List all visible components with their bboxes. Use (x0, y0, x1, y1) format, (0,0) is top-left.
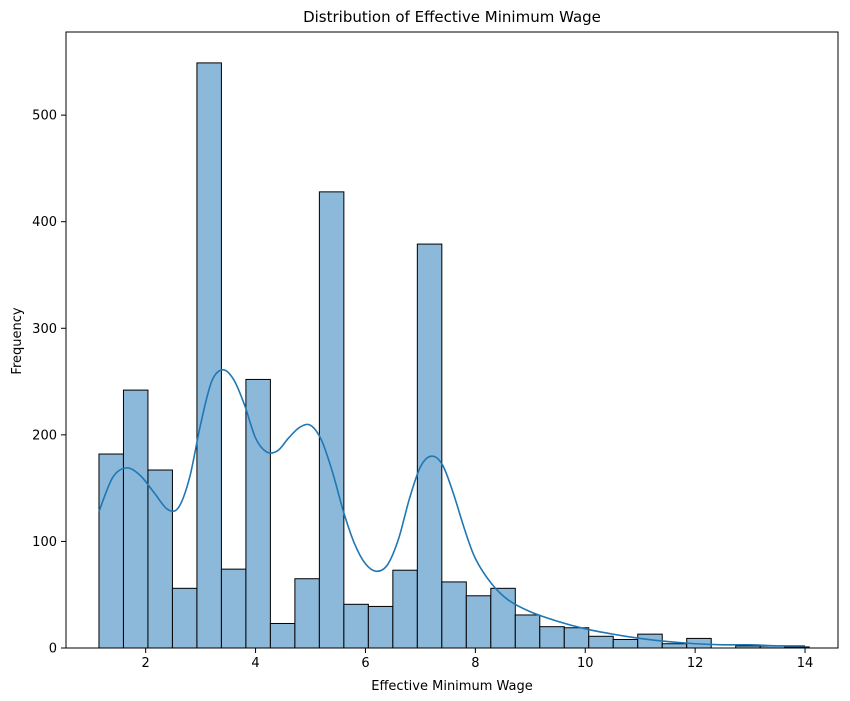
y-tick-label: 500 (32, 109, 57, 124)
histogram-bar (514, 614, 541, 649)
x-tick-label: 8 (471, 656, 479, 671)
x-tick-label: 2 (142, 656, 150, 671)
histogram-bar (147, 469, 173, 649)
histogram-bar (269, 622, 296, 649)
histogram-bar (490, 587, 516, 649)
x-tick-label: 12 (687, 656, 704, 671)
x-tick-label: 4 (251, 656, 259, 671)
y-axis-label: Frequency (10, 307, 25, 374)
kde-curve (98, 369, 806, 647)
histogram-bar (220, 568, 247, 649)
axes: 2 4 6 8 10 12 14 0 100 200 300 400 500 (32, 31, 839, 671)
y-tick-label: 200 (32, 428, 57, 443)
histogram-bar (563, 627, 590, 649)
histogram-bar (612, 638, 639, 649)
histogram-bar (661, 643, 688, 649)
y-tick-label: 100 (32, 535, 57, 550)
y-tick-label: 300 (32, 322, 57, 337)
x-axis-label: Effective Minimum Wage (371, 679, 532, 694)
histogram-bar (122, 389, 149, 649)
y-tick-label: 0 (49, 642, 57, 657)
x-tick-label: 14 (797, 656, 814, 671)
x-tick-label: 10 (577, 656, 594, 671)
kde-layer (98, 369, 806, 647)
histogram-bar (588, 635, 614, 649)
histogram-bar (367, 605, 394, 649)
histogram-bar (98, 453, 124, 649)
plot-frame (65, 31, 839, 649)
histogram-bar (416, 243, 443, 649)
bars (98, 62, 810, 649)
histogram-bar (539, 626, 565, 649)
histogram-bar (171, 587, 198, 649)
histogram-bar (465, 595, 492, 649)
y-tick-label: 400 (32, 215, 57, 230)
histogram-bar (294, 578, 320, 649)
histogram-bar (343, 603, 369, 649)
histogram-bar (196, 62, 222, 649)
chart-title: Distribution of Effective Minimum Wage (303, 8, 601, 26)
histogram-bar (318, 191, 345, 649)
histogram-bar (441, 581, 467, 649)
histogram-bar (392, 569, 418, 649)
x-tick-label: 6 (361, 656, 369, 671)
